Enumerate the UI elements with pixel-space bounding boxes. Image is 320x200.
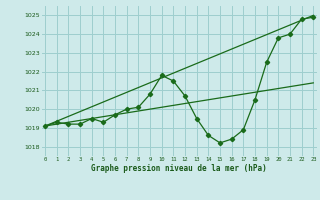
X-axis label: Graphe pression niveau de la mer (hPa): Graphe pression niveau de la mer (hPa) xyxy=(91,164,267,173)
